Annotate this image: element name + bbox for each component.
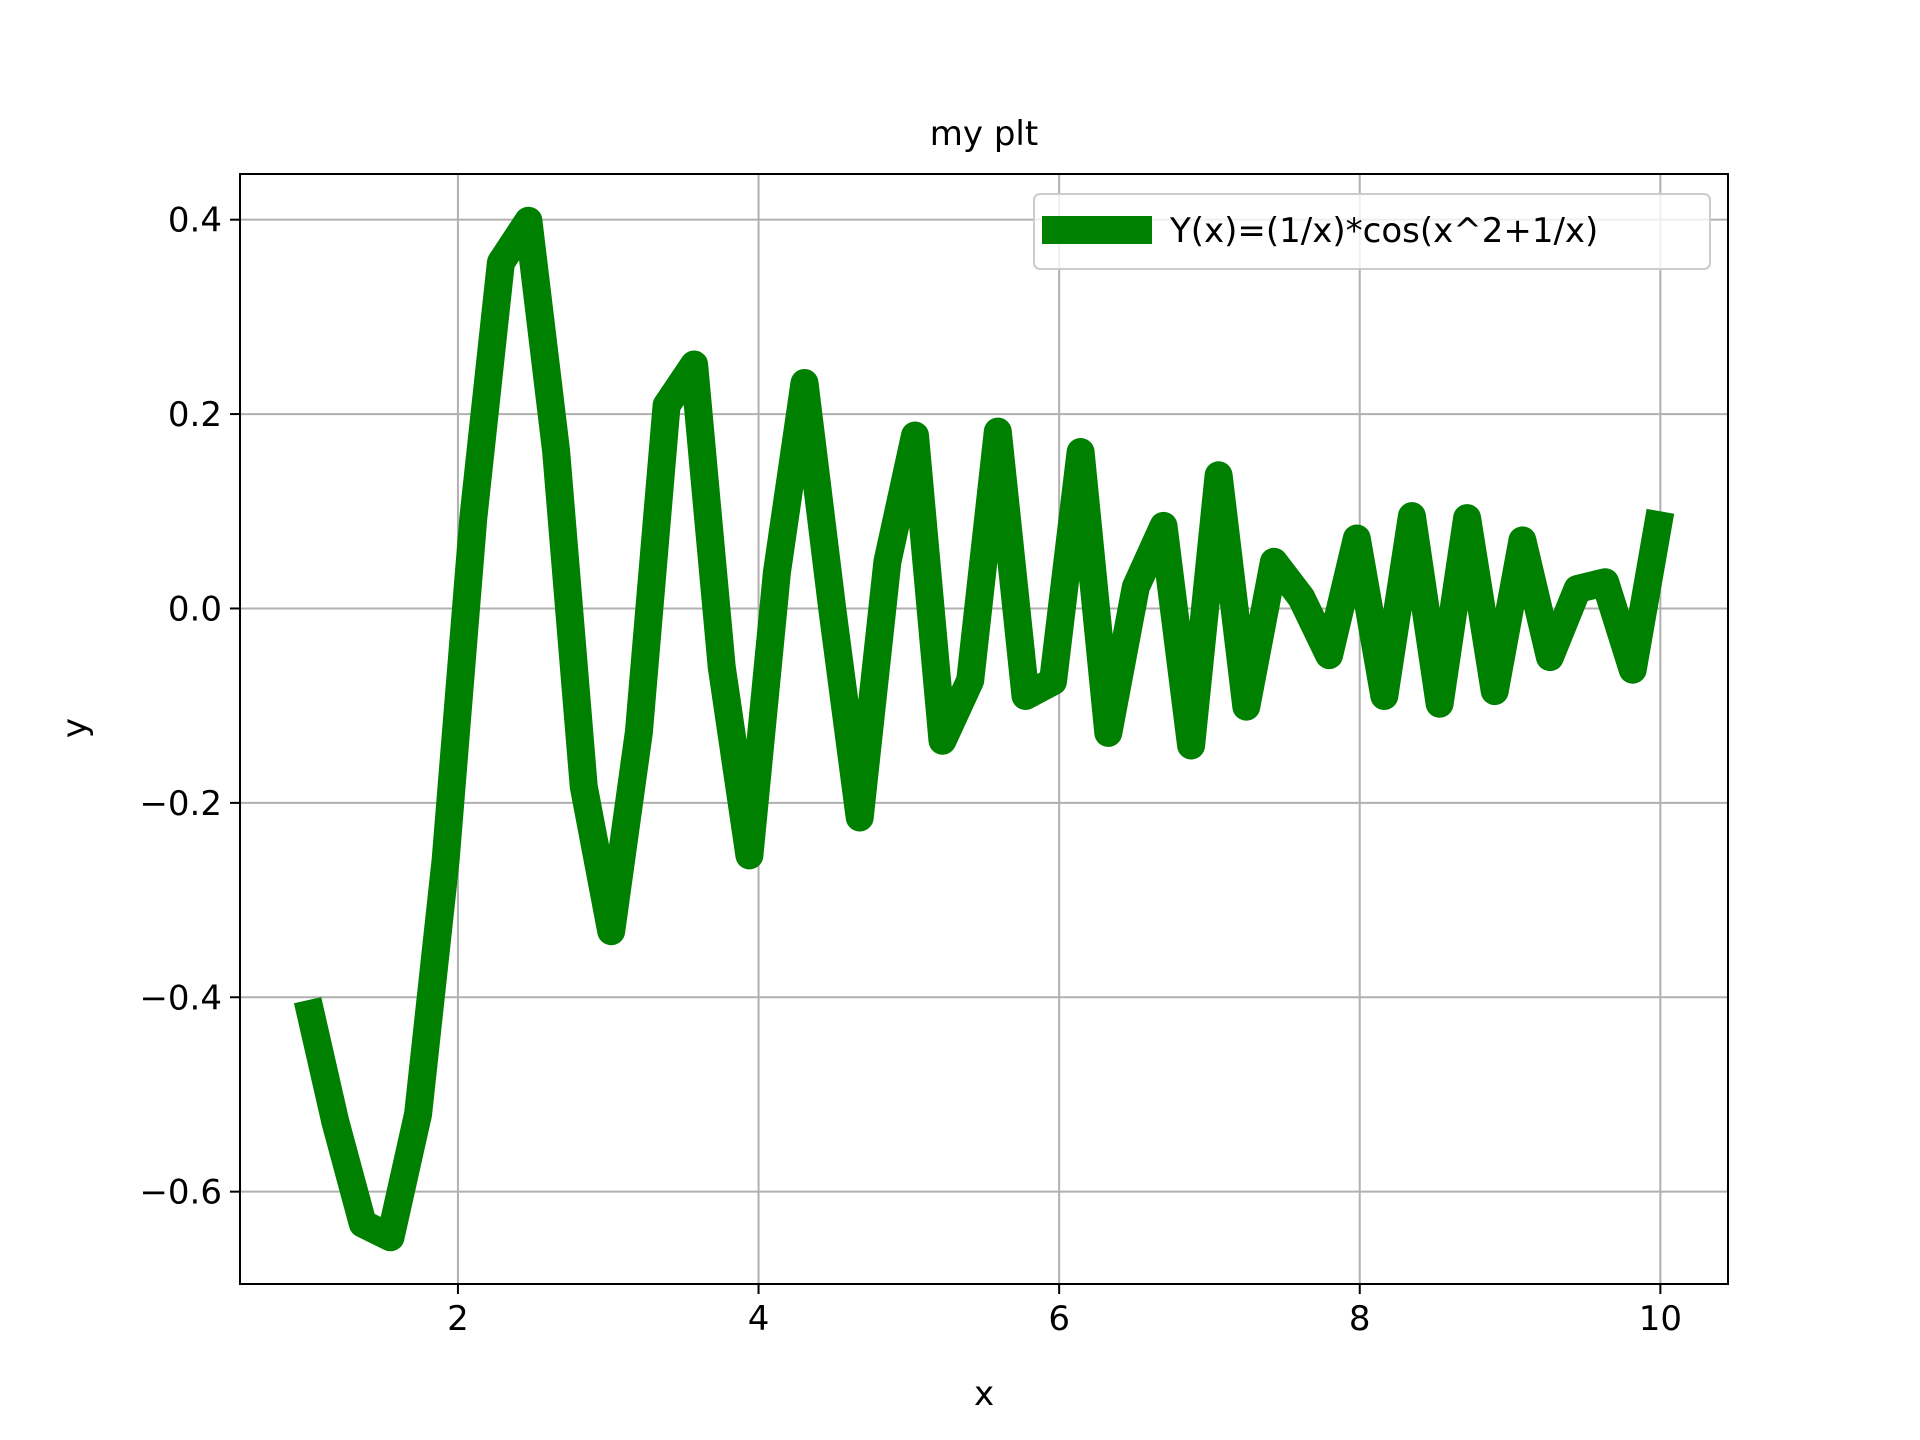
y-tick-label: −0.4 (139, 978, 222, 1018)
x-tick-label: 6 (1048, 1299, 1070, 1339)
y-tick-label: 0.0 (168, 589, 222, 629)
y-axis: −0.6 −0.4 −0.2 0.0 0.2 0.4 (139, 201, 240, 1213)
x-axis-label: x (974, 1374, 994, 1414)
legend-label: Y(x)=(1/x)*cos(x^2+1/x) (1169, 211, 1598, 251)
y-tick-label: 0.2 (168, 395, 222, 435)
y-tick-label: 0.4 (168, 201, 222, 241)
plot-frame (239, 173, 1729, 1285)
x-tick-label: 10 (1639, 1299, 1682, 1339)
y-axis-label: y (55, 718, 95, 738)
legend: Y(x)=(1/x)*cos(x^2+1/x) (1033, 193, 1711, 270)
x-tick-label: 4 (748, 1299, 770, 1339)
series-line (293, 206, 1675, 1252)
x-axis: 2 4 6 8 10 (447, 1284, 1682, 1339)
y-tick-label: −0.2 (139, 784, 222, 824)
x-tick-label: 8 (1349, 1299, 1371, 1339)
chart-title: my plt (930, 114, 1038, 154)
series-layer (293, 206, 1675, 1252)
x-tick-label: 2 (447, 1299, 469, 1339)
y-tick-label: −0.6 (139, 1173, 222, 1213)
legend-box (1033, 193, 1711, 270)
